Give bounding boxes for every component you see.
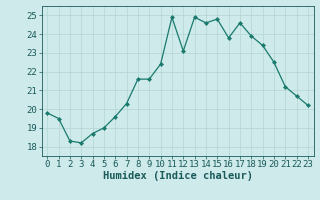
X-axis label: Humidex (Indice chaleur): Humidex (Indice chaleur) bbox=[103, 171, 252, 181]
